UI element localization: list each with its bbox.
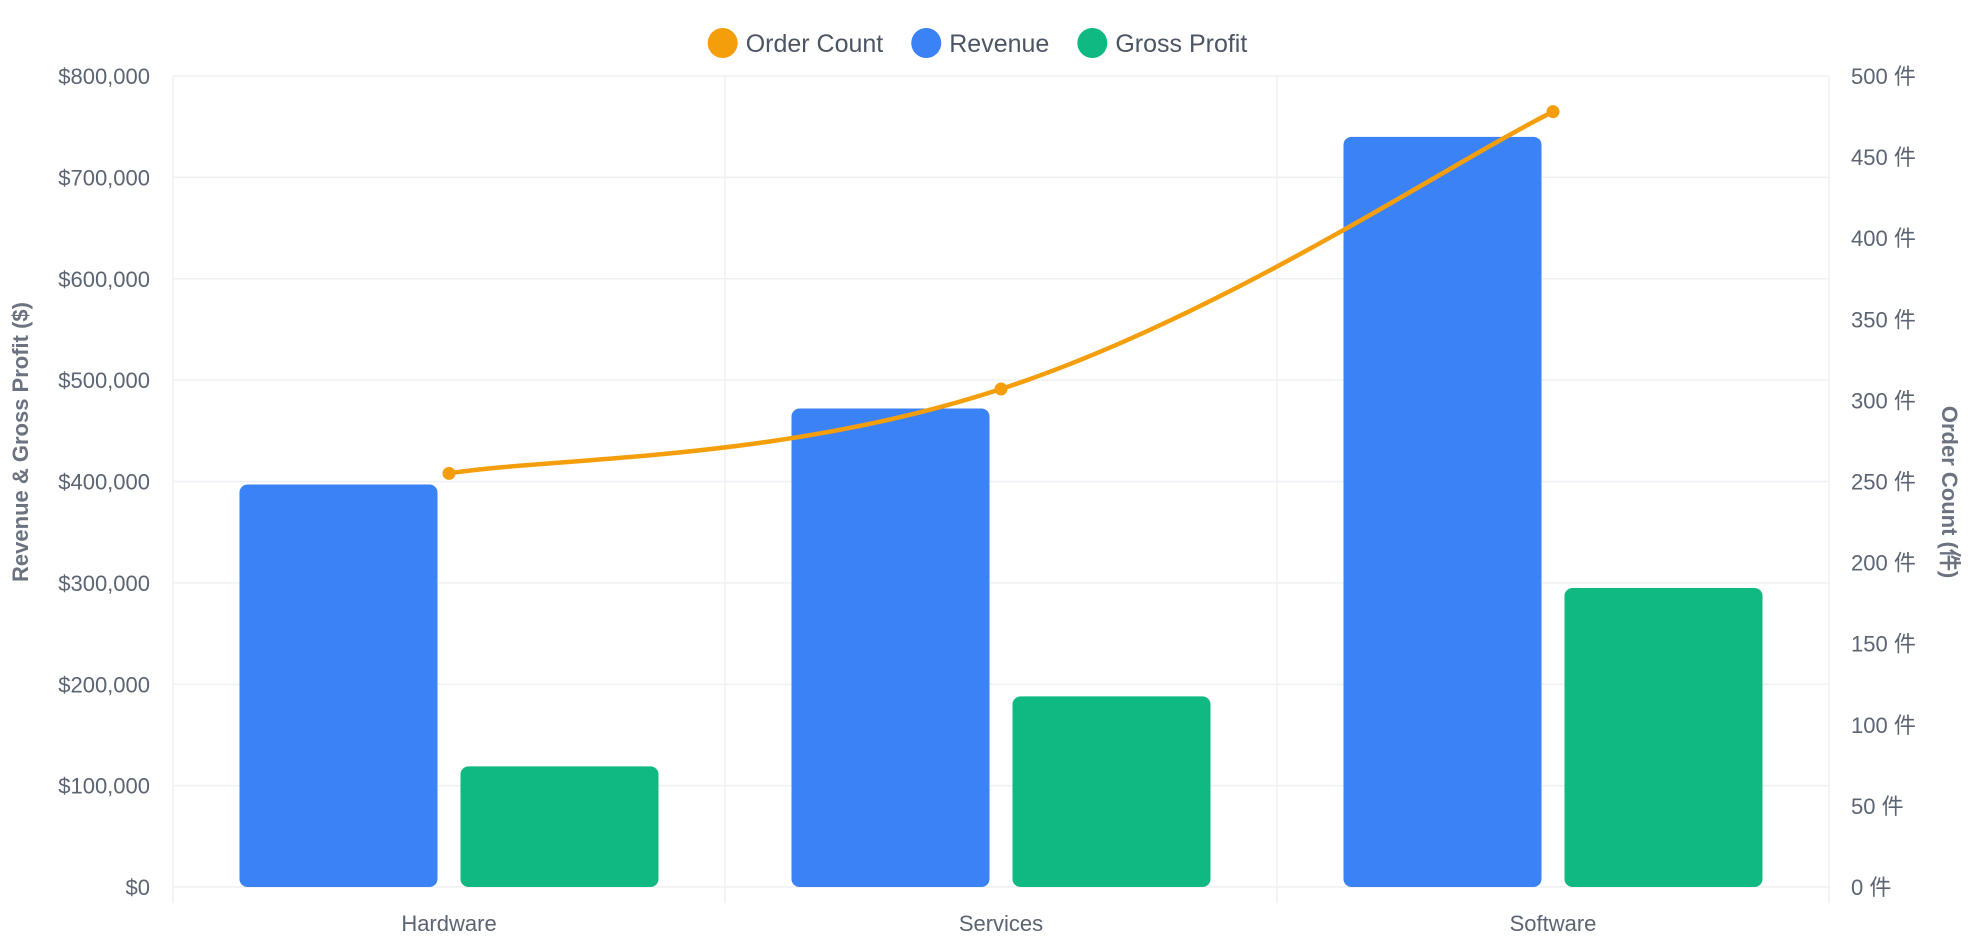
right-tick-label: 150 件: [1851, 632, 1916, 657]
left-tick-label: $0: [126, 875, 150, 900]
left-axis-title: Revenue & Gross Profit ($): [8, 302, 33, 582]
bar-gross-profit-software[interactable]: [1564, 587, 1763, 887]
left-tick-label: $700,000: [58, 165, 150, 190]
right-axis-title: Order Count (件): [1937, 406, 1962, 578]
bar-revenue-hardware[interactable]: [239, 484, 438, 887]
legend-swatch: [1077, 28, 1108, 58]
left-tick-label: $200,000: [58, 672, 150, 697]
left-axis: $0 $100,000 $200,000 $300,000 $400,000 $500,0…: [58, 64, 150, 900]
legend-swatch: [911, 28, 942, 58]
left-tick-label: $100,000: [58, 774, 150, 799]
line-series: [442, 105, 1560, 480]
right-tick-label: 200 件: [1851, 551, 1916, 576]
point-order-count-software[interactable]: [1546, 105, 1560, 119]
right-tick-label: 300 件: [1851, 388, 1916, 413]
bar-gross-profit-hardware[interactable]: [460, 766, 659, 887]
bar-revenue-software[interactable]: [1343, 136, 1542, 887]
bar-series: [239, 136, 1763, 887]
right-tick-label: 350 件: [1851, 307, 1916, 332]
left-tick-label: $400,000: [58, 470, 150, 495]
right-tick-label: 450 件: [1851, 145, 1916, 170]
x-tick-label: Hardware: [401, 911, 496, 936]
legend-label: Revenue: [949, 30, 1049, 58]
legend-item-order-count[interactable]: Order Count: [707, 28, 884, 58]
legend-item-revenue[interactable]: Revenue: [911, 28, 1049, 58]
gridlines: [172, 75, 1830, 903]
point-order-count-hardware[interactable]: [442, 466, 456, 480]
bar-gross-profit-services[interactable]: [1012, 696, 1211, 887]
right-tick-label: 50 件: [1851, 794, 1904, 819]
right-tick-label: 100 件: [1851, 713, 1916, 738]
left-tick-label: $300,000: [58, 571, 150, 596]
right-tick-label: 0 件: [1851, 875, 1891, 900]
right-tick-label: 250 件: [1851, 470, 1916, 495]
left-tick-label: $800,000: [58, 64, 150, 89]
x-axis: Hardware Services Software: [401, 911, 1596, 936]
bar-revenue-services[interactable]: [791, 408, 990, 887]
right-tick-label: 500 件: [1851, 64, 1916, 89]
left-tick-label: $500,000: [58, 368, 150, 393]
right-tick-label: 400 件: [1851, 226, 1916, 251]
left-tick-label: $600,000: [58, 267, 150, 292]
right-axis: 0 件 50 件 100 件 150 件 200 件 250 件 300 件 350 件 400…: [1851, 64, 1916, 900]
legend-label: Order Count: [746, 30, 884, 58]
legend-item-gross-profit[interactable]: Gross Profit: [1077, 28, 1247, 58]
legend: Order Count Revenue Gross Profit: [707, 28, 1247, 58]
legend-label: Gross Profit: [1115, 30, 1247, 58]
x-tick-label: Software: [1510, 911, 1597, 936]
point-order-count-services[interactable]: [994, 382, 1008, 396]
legend-swatch: [707, 28, 738, 58]
x-tick-label: Services: [959, 911, 1043, 936]
